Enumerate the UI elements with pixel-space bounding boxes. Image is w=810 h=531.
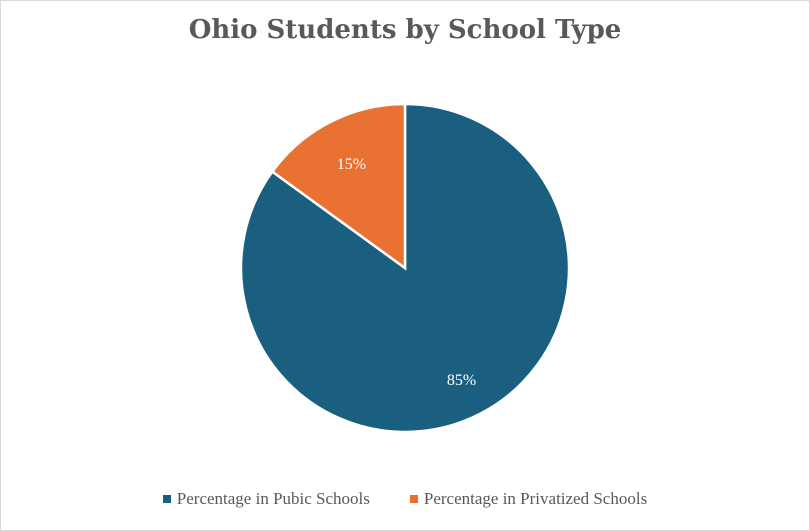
legend-label-public: Percentage in Pubic Schools (176, 489, 370, 508)
chart-title: Ohio Students by School Type (188, 15, 622, 45)
legend-item-public: Percentage in Pubic Schools (162, 489, 370, 509)
legend-swatch-privatized (409, 495, 418, 503)
data-label-public: 85% (447, 372, 476, 389)
legend-label-privatized: Percentage in Privatized Schools (423, 489, 648, 508)
data-label-privatized: 15% (337, 156, 366, 173)
pie-slice-privatized (270, 102, 407, 271)
legend: Percentage in Pubic Schools Percentage i… (1, 489, 809, 509)
legend-item-privatized: Percentage in Privatized Schools (409, 489, 648, 509)
legend-swatch-public (162, 495, 171, 503)
